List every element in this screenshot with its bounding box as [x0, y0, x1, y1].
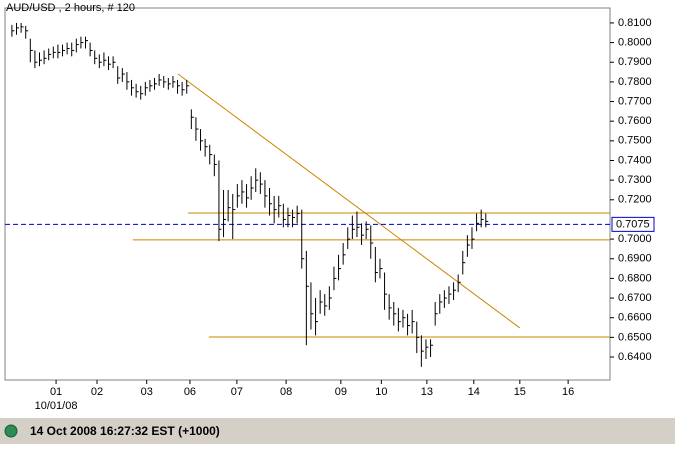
x-tick-label: 01 — [50, 386, 62, 398]
x-tick-label: 10 — [375, 386, 387, 398]
y-tick-label: 0.7700 — [618, 95, 652, 107]
y-tick-label: 0.7300 — [618, 174, 652, 186]
current-level-box — [611, 216, 655, 232]
status-text: 14 Oct 2008 16:27:32 EST (+1000) — [30, 424, 220, 438]
x-tick-label: 09 — [335, 386, 347, 398]
status-bar — [0, 418, 675, 444]
y-tick-label: 0.6700 — [618, 292, 652, 304]
x-tick-label: 16 — [562, 386, 574, 398]
chart-title: AUD/USD , 2 hours, # 120 — [6, 2, 135, 14]
y-tick-label: 0.6500 — [618, 331, 652, 343]
y-tick-label: 0.7200 — [618, 194, 652, 206]
x-tick-label: 15 — [514, 386, 526, 398]
y-tick-label: 0.7800 — [618, 76, 652, 88]
current-level-label: 0.7075 — [616, 218, 650, 230]
y-tick-label: 0.6600 — [618, 312, 652, 324]
y-tick-label: 0.6800 — [618, 272, 652, 284]
x-tick-label: 03 — [141, 386, 153, 398]
x-tick-label: 06 — [184, 386, 196, 398]
y-tick-label: 0.7900 — [618, 56, 652, 68]
y-tick-label: 0.6900 — [618, 253, 652, 265]
x-tick-label: 14 — [468, 386, 480, 398]
x-tick-label: 08 — [280, 386, 292, 398]
y-tick-label: 0.8100 — [618, 17, 652, 29]
y-tick-label: 0.7000 — [618, 233, 652, 245]
plot-area — [4, 7, 611, 381]
status-icon — [4, 424, 18, 438]
x-sublabel: 10/01/08 — [35, 400, 78, 412]
x-tick-label: 13 — [421, 386, 433, 398]
y-tick-label: 0.6400 — [618, 351, 652, 363]
y-tick-label: 0.7600 — [618, 115, 652, 127]
y-tick-label: 0.7500 — [618, 135, 652, 147]
trendline — [177, 73, 521, 329]
y-tick-label: 0.8000 — [618, 36, 652, 48]
x-tick-label: 02 — [91, 386, 103, 398]
x-tick-label: 07 — [231, 386, 243, 398]
y-tick-label: 0.7400 — [618, 154, 652, 166]
